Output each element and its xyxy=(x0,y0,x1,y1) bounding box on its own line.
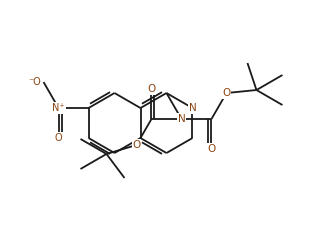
Text: O: O xyxy=(132,140,141,150)
Text: O: O xyxy=(207,144,215,154)
Text: N: N xyxy=(188,103,196,113)
Text: O: O xyxy=(55,133,62,143)
Text: N⁺: N⁺ xyxy=(52,103,65,113)
Text: ⁻O: ⁻O xyxy=(28,77,41,87)
Text: N: N xyxy=(178,114,185,124)
Text: O: O xyxy=(147,84,156,94)
Text: O: O xyxy=(222,88,230,98)
